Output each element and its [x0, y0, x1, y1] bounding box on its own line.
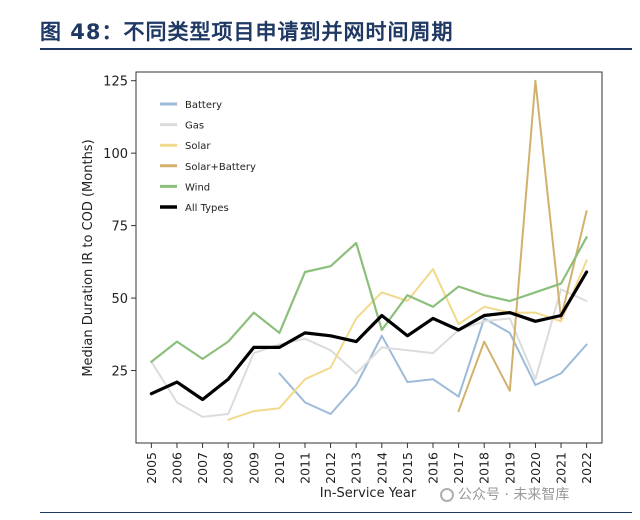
x-tick-label: 2016 — [426, 452, 441, 484]
x-tick-label: 2021 — [554, 452, 569, 484]
series-line-battery — [278, 317, 588, 415]
x-tick-label: 2008 — [221, 452, 236, 484]
x-tick-label: 2007 — [195, 452, 210, 484]
x-tick-label: 2012 — [323, 452, 338, 484]
series-line-all-types — [149, 270, 589, 402]
x-tick-label: 2010 — [272, 452, 287, 484]
bottom-rule — [40, 512, 632, 513]
legend-label-solar: Solar — [185, 141, 211, 152]
x-tick-label: 2017 — [451, 452, 466, 484]
series-line-solar — [227, 259, 588, 421]
x-tick-label: 2015 — [400, 452, 415, 484]
x-tick-label: 2014 — [374, 452, 389, 484]
watermark-text: 公众号 · 未来智库 — [458, 487, 570, 503]
x-tick-label: 2006 — [170, 452, 185, 484]
x-tick-label: 2005 — [144, 452, 159, 484]
x-tick-label: 2022 — [579, 452, 594, 484]
legend-label-wind: Wind — [185, 182, 210, 193]
y-tick-label: 75 — [111, 220, 128, 235]
x-tick-label: 2018 — [477, 452, 492, 484]
legend: Battery Gas Solar Solar+Battery Wind All Type… — [160, 100, 256, 214]
legend-label-all-types: All Types — [185, 203, 229, 214]
plot-frame — [135, 71, 603, 444]
x-tick-label: 2019 — [502, 452, 517, 484]
watermark: 公众号 · 未来智库 — [440, 484, 569, 504]
x-tick-label: 2011 — [298, 452, 313, 484]
legend-label-solar-battery: Solar+Battery — [185, 162, 256, 173]
y-tick-label: 125 — [103, 75, 128, 90]
y-tick-label: 100 — [103, 147, 128, 162]
series-line-gas — [150, 288, 588, 418]
y-axis-label: Median Duration IR to COD (Months) — [81, 139, 96, 376]
legend-label-battery: Battery — [185, 100, 222, 111]
x-tick-label: 2020 — [528, 452, 543, 484]
x-axis-label: In-Service Year — [320, 486, 417, 501]
title-rule — [40, 48, 632, 50]
y-tick-label: 50 — [111, 292, 128, 307]
x-tick-label: 2009 — [246, 452, 261, 484]
series-layer — [149, 79, 589, 421]
axis-layer: 25 50 75 100 125 2005 2006 2007 2008 2009 2010 2011… — [103, 75, 594, 484]
legend-label-gas: Gas — [185, 121, 204, 132]
series-line-solar-battery — [457, 79, 588, 413]
x-tick-label: 2013 — [349, 452, 364, 484]
figure-title: 图 48：不同类型项目申请到并网时间周期 — [40, 20, 454, 44]
series-line-wind — [150, 236, 588, 363]
y-tick-label: 25 — [111, 365, 128, 380]
wechat-icon — [440, 488, 454, 502]
